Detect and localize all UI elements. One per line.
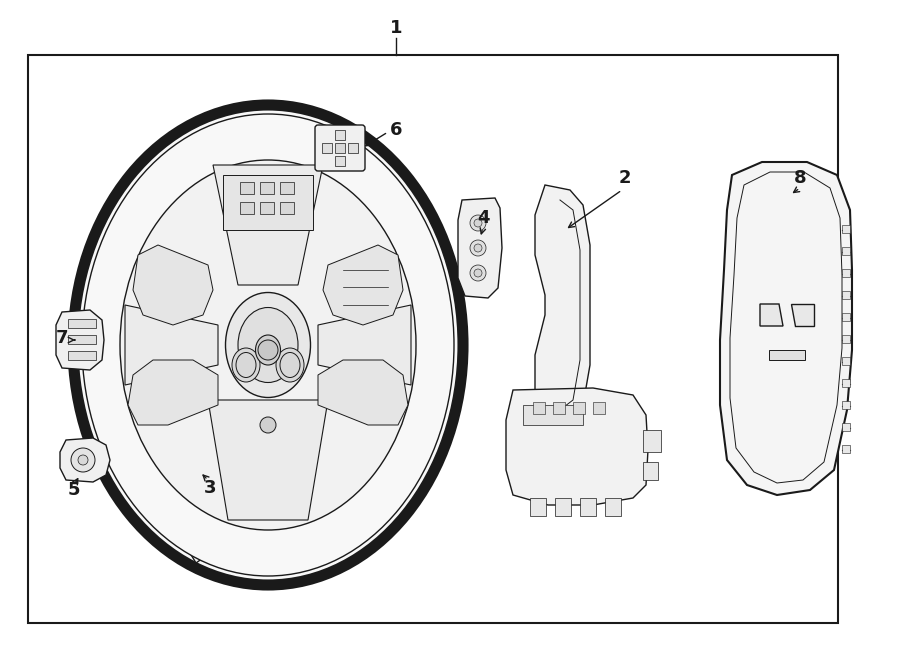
Bar	[335, 130, 345, 140]
Polygon shape	[791, 304, 814, 326]
Bar	[593, 402, 605, 414]
Bar	[240, 182, 254, 194]
Bar	[842, 423, 850, 431]
Circle shape	[470, 215, 486, 231]
Ellipse shape	[238, 307, 298, 383]
Circle shape	[260, 417, 276, 433]
Ellipse shape	[226, 293, 310, 397]
Bar	[335, 143, 345, 153]
Bar	[842, 401, 850, 409]
Bar	[842, 269, 850, 277]
Bar	[842, 335, 850, 343]
Polygon shape	[323, 245, 403, 325]
Polygon shape	[720, 162, 852, 495]
Circle shape	[474, 219, 482, 227]
Text: 1: 1	[390, 19, 402, 37]
Bar	[842, 445, 850, 453]
Bar	[348, 143, 358, 153]
Bar	[555, 498, 571, 516]
Circle shape	[71, 448, 95, 472]
Bar	[643, 430, 661, 452]
Ellipse shape	[276, 348, 304, 382]
Polygon shape	[213, 165, 323, 285]
Bar	[530, 498, 546, 516]
Bar	[580, 498, 596, 516]
Bar	[553, 402, 565, 414]
Bar	[68, 351, 96, 360]
Ellipse shape	[82, 114, 454, 576]
Polygon shape	[458, 198, 502, 298]
Bar	[28, 55, 838, 623]
Bar	[605, 498, 621, 516]
Polygon shape	[125, 305, 218, 385]
Ellipse shape	[120, 160, 416, 530]
Bar	[842, 357, 850, 365]
Polygon shape	[506, 388, 648, 505]
Ellipse shape	[280, 352, 300, 377]
Bar	[842, 247, 850, 255]
Bar	[260, 202, 274, 214]
Polygon shape	[760, 304, 783, 326]
Polygon shape	[188, 378, 210, 563]
Bar	[842, 379, 850, 387]
Polygon shape	[318, 360, 408, 425]
Circle shape	[470, 240, 486, 256]
Bar	[240, 202, 254, 214]
Bar	[68, 319, 96, 328]
Bar	[280, 182, 294, 194]
Polygon shape	[535, 185, 590, 420]
Bar	[643, 462, 658, 480]
Polygon shape	[56, 310, 104, 370]
Bar	[842, 225, 850, 233]
Ellipse shape	[232, 348, 260, 382]
Ellipse shape	[73, 105, 463, 585]
Text: 5: 5	[68, 481, 80, 499]
Text: 3: 3	[203, 479, 216, 497]
Bar	[523, 405, 583, 425]
Text: 7: 7	[56, 329, 68, 347]
Bar	[223, 175, 313, 230]
Polygon shape	[128, 360, 218, 425]
Polygon shape	[60, 438, 110, 482]
Bar	[842, 313, 850, 321]
Bar	[769, 350, 805, 360]
Bar	[260, 182, 274, 194]
Text: 2: 2	[619, 169, 631, 187]
FancyBboxPatch shape	[315, 125, 365, 171]
Bar	[335, 156, 345, 166]
Circle shape	[474, 244, 482, 252]
Polygon shape	[133, 245, 213, 325]
Bar	[842, 291, 850, 299]
Ellipse shape	[236, 352, 256, 377]
Polygon shape	[208, 400, 328, 520]
Circle shape	[470, 265, 486, 281]
Bar	[322, 143, 332, 153]
Text: 4: 4	[477, 209, 490, 227]
Bar	[573, 402, 585, 414]
Bar	[68, 335, 96, 344]
Text: 8: 8	[794, 169, 806, 187]
Ellipse shape	[256, 335, 281, 365]
Circle shape	[78, 455, 88, 465]
Circle shape	[258, 340, 278, 360]
Bar	[280, 202, 294, 214]
Circle shape	[474, 269, 482, 277]
Text: 6: 6	[390, 121, 402, 139]
Bar	[533, 402, 545, 414]
Polygon shape	[318, 305, 411, 385]
